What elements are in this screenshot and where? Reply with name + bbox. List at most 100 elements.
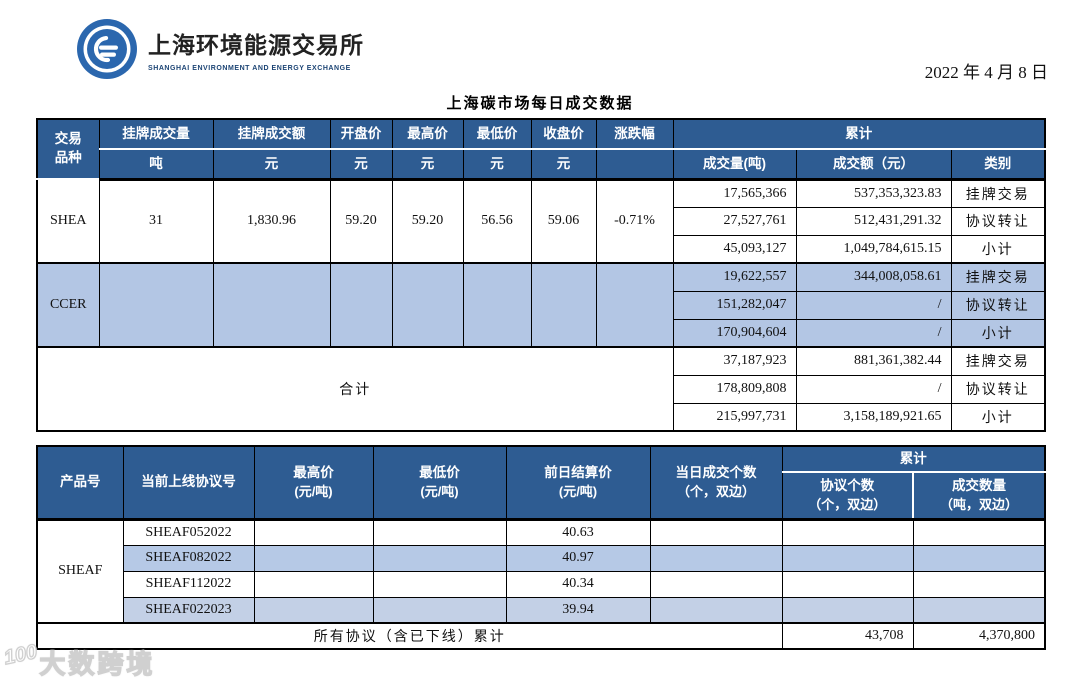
day-count-cell	[649, 544, 783, 572]
header-cum-amount: 成交额（元）	[795, 148, 952, 181]
header-category: 类别	[950, 148, 1046, 181]
header-low-price: 最低价 (元/吨)	[372, 445, 507, 521]
shea-cum-amt: 512,431,291.32	[795, 206, 952, 236]
unit-empty	[595, 148, 674, 181]
table-row-ccer: CCER 19,622,557 344,008,058.61 挂牌交易	[36, 262, 1046, 348]
ccer-cum-type: 小计	[950, 318, 1046, 348]
settle-cell: 39.94	[505, 596, 651, 624]
total-cum-vol: 215,997,731	[672, 402, 797, 432]
watermark: 100 大数跨境	[1, 640, 156, 681]
report-title: 上海碳市场每日成交数据	[446, 96, 634, 112]
shea-cum-amt: 1,049,784,615.15	[795, 234, 952, 264]
total-cum-amt: 881,361,382.44	[795, 346, 952, 376]
settle-cell: 40.97	[505, 544, 651, 572]
ccer-empty-cell	[391, 262, 464, 348]
ccer-empty-cell	[595, 262, 674, 348]
header-product-type: 交易品种	[36, 118, 100, 180]
header-low: 最低价	[462, 118, 532, 150]
unit-yuan: 元	[212, 148, 331, 181]
all-contracts-qty: 4,370,800	[912, 622, 1046, 650]
high-cell	[253, 596, 374, 624]
header-change: 涨跌幅	[595, 118, 674, 150]
all-contracts-count: 43,708	[781, 622, 914, 650]
cum-count-cell	[781, 518, 914, 546]
cum-qty-cell	[912, 596, 1046, 624]
day-count-cell	[649, 570, 783, 598]
header-cum-volume: 成交量(吨)	[672, 148, 797, 181]
cum-count-cell	[781, 544, 914, 572]
cum-qty-cell	[912, 518, 1046, 546]
total-cum-amt: /	[795, 374, 952, 404]
unit-yuan: 元	[329, 148, 393, 181]
contract-id: SHEAF022023	[122, 596, 255, 624]
shea-cum-vol: 17,565,366	[672, 178, 797, 208]
unit-yuan: 元	[391, 148, 464, 181]
ccer-cum-amt: 344,008,058.61	[795, 262, 952, 292]
exchange-brand: 上海环境能源交易所 SHANGHAI ENVIRONMENT AND ENERG…	[76, 18, 364, 80]
watermark-brand: 大数跨境	[39, 648, 156, 679]
cum-qty-cell	[912, 570, 1046, 598]
header-high: 最高价	[391, 118, 464, 150]
ccer-cum-amt: /	[795, 318, 952, 348]
header-cumulative: 累计	[781, 445, 1046, 473]
header-cum-count: 协议个数 （个，双边）	[781, 471, 914, 521]
shea-high: 59.20	[391, 178, 464, 264]
contract-id: SHEAF082022	[122, 544, 255, 572]
product-shea: SHEA	[36, 178, 100, 264]
table-footer-row: 所有协议（含已下线）累计 43,708 4,370,800	[36, 622, 1046, 650]
cum-count-cell	[781, 570, 914, 598]
shea-cum-type: 小计	[950, 234, 1046, 264]
total-cum-amt: 3,158,189,921.65	[795, 402, 952, 432]
table-row-shea: SHEA 31 1,830.96 59.20 59.20 56.56 59.06…	[36, 178, 1046, 264]
shea-low: 56.56	[462, 178, 532, 264]
cum-qty-cell	[912, 544, 1046, 572]
product-ccer: CCER	[36, 262, 100, 348]
all-contracts-label: 所有协议（含已下线）累计	[36, 622, 783, 650]
table-row-shea: 27,527,761 512,431,291.32 协议转让	[37, 206, 1046, 236]
shea-change: -0.71%	[595, 178, 674, 264]
table-row-total: 215,997,731 3,158,189,921.65 小计	[37, 402, 1046, 432]
table-row-ccer: 170,904,604 / 小计	[37, 318, 1046, 348]
cum-count-cell	[781, 596, 914, 624]
settle-cell: 40.34	[505, 570, 651, 598]
shea-cum-type: 协议转让	[950, 206, 1046, 236]
total-cum-vol: 178,809,808	[672, 374, 797, 404]
exchange-name-block: 上海环境能源交易所 SHANGHAI ENVIRONMENT AND ENERG…	[148, 26, 364, 72]
report-date: 2022 年 4 月 8 日	[924, 63, 1048, 82]
header-close: 收盘价	[530, 118, 597, 150]
header-cum-qty: 成交数量 （吨，双边）	[912, 471, 1046, 521]
ccer-cum-vol: 170,904,604	[672, 318, 797, 348]
low-cell	[372, 570, 507, 598]
ccer-empty-cell	[530, 262, 597, 348]
shea-volume: 31	[98, 178, 214, 264]
table-row-sheaf: SHEAF SHEAF052022 40.63	[36, 518, 1046, 624]
header-day-count: 当日成交个数 （个，双边）	[649, 445, 783, 521]
shea-cum-vol: 27,527,761	[672, 206, 797, 236]
total-cum-type: 挂牌交易	[950, 346, 1046, 376]
ccer-empty-cell	[212, 262, 331, 348]
ccer-cum-type: 协议转让	[950, 290, 1046, 320]
table-row-sheaf: SHEAF022023 39.94	[37, 596, 1046, 624]
ccer-cum-amt: /	[795, 290, 952, 320]
contract-id: SHEAF112022	[122, 570, 255, 598]
table-row-ccer: 151,282,047 / 协议转让	[37, 290, 1046, 320]
ccer-cum-vol: 19,622,557	[672, 262, 797, 292]
settle-cell: 40.63	[505, 518, 651, 546]
shea-cum-type: 挂牌交易	[950, 178, 1046, 208]
header-listed-amount: 挂牌成交额	[212, 118, 331, 150]
ccer-empty-cell	[329, 262, 393, 348]
low-cell	[372, 518, 507, 546]
total-label: 合计	[36, 346, 674, 432]
exchange-logo-icon	[77, 19, 137, 79]
unit-yuan: 元	[530, 148, 597, 181]
ccer-empty-cell	[462, 262, 532, 348]
header-contract-id: 当前上线协议号	[122, 445, 255, 521]
header-prev-settle: 前日结算价 (元/吨)	[505, 445, 651, 521]
high-cell	[253, 544, 374, 572]
header-high-price: 最高价 (元/吨)	[253, 445, 374, 521]
high-cell	[253, 518, 374, 546]
header-open: 开盘价	[329, 118, 393, 150]
shea-close: 59.06	[530, 178, 597, 264]
shea-amount: 1,830.96	[212, 178, 331, 264]
